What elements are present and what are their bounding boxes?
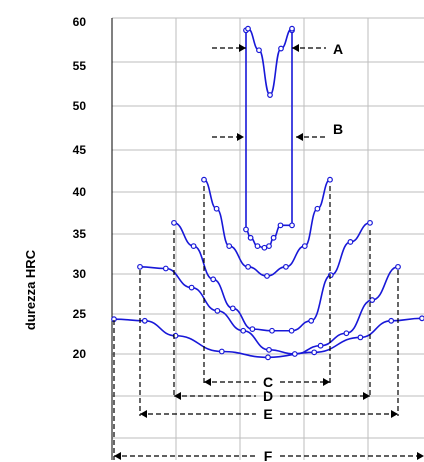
data-point [245,263,252,270]
hardness-curve [203,178,331,277]
y-tick-label: 30 [73,267,87,281]
dimension-arrow [239,44,246,52]
dimension-arrow [140,410,147,418]
data-point [419,315,424,322]
data-point [283,263,289,270]
y-tick-label: 55 [73,59,87,73]
y-tick-label: 35 [73,227,87,241]
data-point [229,305,236,312]
dimension-arrow [417,452,424,460]
data-point [327,176,333,183]
data-point [190,243,197,250]
data-point [249,326,256,333]
hardness-curves [111,25,424,361]
dimension-arrow [391,410,398,418]
data-point [267,92,273,98]
data-point [317,342,324,349]
dimension-label: F [264,448,273,462]
data-point [243,226,249,233]
data-point [266,243,272,250]
data-point [214,307,221,314]
dimension-arrow [237,133,244,141]
data-point [395,263,401,270]
data-point [327,272,334,279]
y-tick-label: 60 [73,15,87,29]
data-point [137,263,143,270]
dimension-label: E [263,406,272,422]
data-point [269,327,275,334]
data-point [171,219,177,226]
data-point [266,346,272,353]
y-tick-label: 40 [73,185,87,199]
data-point [301,243,308,250]
data-point [254,243,261,250]
data-point [343,330,350,337]
data-point [264,273,270,279]
data-point [289,25,295,32]
data-point [288,327,295,334]
y-tick-label: 45 [73,143,87,157]
data-point [388,317,395,324]
dimension-annotations: A B CDE F [113,41,424,462]
data-point [277,222,284,229]
data-point [265,354,271,361]
data-point [270,234,277,241]
data-point [357,334,364,341]
data-point [210,276,217,283]
data-point [256,47,262,54]
dimension-arrow [296,133,303,141]
data-point [308,317,315,324]
grid [112,17,424,460]
dimension-label: C [263,374,273,390]
data-point [141,317,148,324]
data-point [278,45,284,52]
data-point [245,25,251,32]
dimension-arrow [114,452,121,460]
y-tick-label: 20 [73,347,87,361]
dimension-arrow [292,44,299,52]
data-point [226,243,233,250]
y-tick-label: 25 [73,307,87,321]
data-point [347,239,354,245]
data-point [311,349,318,356]
data-point [218,348,225,355]
dimension-label: A [333,41,343,57]
data-point [201,176,207,183]
data-point [240,327,247,334]
data-point [291,351,298,357]
dimension-arrow [204,378,211,386]
dimension-label: B [333,121,343,137]
dimension-label: D [263,388,273,404]
data-point [162,265,169,272]
y-axis-label: durezza HRC [23,249,38,330]
data-point [289,222,295,229]
data-point [213,205,220,212]
y-tick-labels: 60 55 50 45 40 35 30 25 20 [73,15,87,361]
y-tick-label: 50 [73,99,87,113]
data-point [188,284,195,291]
data-point [314,205,321,212]
dimension-arrow [363,392,370,400]
dimension-arrow [174,392,181,400]
data-point [367,219,373,226]
hardness-curve [245,30,293,249]
data-point [247,234,254,241]
dimension-arrow [323,378,330,386]
hardness-curve [139,266,399,355]
data-point [369,297,376,303]
data-point [261,244,268,251]
